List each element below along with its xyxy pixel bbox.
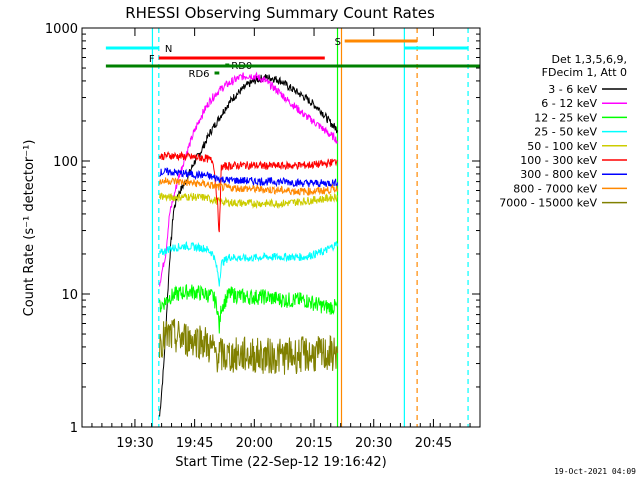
- legend-label-5: 100 - 300 keV: [520, 154, 597, 167]
- y-tick-label-2: 100: [53, 155, 78, 170]
- chart-title: RHESSI Observing Summary Count Rates: [125, 4, 435, 22]
- series-line-5: [159, 150, 338, 233]
- series-line-1: [159, 71, 338, 287]
- flag-label-F: F: [149, 54, 155, 65]
- legend-label-8: 7000 - 15000 keV: [499, 197, 597, 210]
- y-tick-label-3: 1000: [45, 22, 78, 37]
- y-tick-label-1: 10: [61, 288, 78, 303]
- y-axis-label: Count Rate (s⁻¹ detector⁻¹): [22, 140, 37, 317]
- flag-label-RD6: RD6: [189, 69, 210, 80]
- legend-label-0: 3 - 6 keV: [548, 83, 597, 96]
- footer-date: 19-Oct-2021 04:09: [554, 467, 636, 476]
- legend-header-0: Det 1,3,5,6,9,: [551, 53, 627, 66]
- y-axis-ticks: 1 10 100 1000: [45, 22, 480, 436]
- y-tick-label-0: 1: [70, 421, 78, 436]
- legend-label-7: 800 - 7000 keV: [513, 182, 597, 195]
- x-tick-label-3: 20:15: [295, 436, 332, 451]
- legend-label-4: 50 - 100 keV: [527, 140, 597, 153]
- legend-label-3: 25 - 50 keV: [534, 126, 597, 139]
- series-line-4: [159, 192, 338, 210]
- series-line-2: [159, 284, 338, 334]
- x-tick-label-5: 20:45: [415, 436, 452, 451]
- x-tick-label-0: 19:30: [116, 436, 153, 451]
- series-lines: [159, 71, 338, 417]
- legend-label-6: 300 - 800 keV: [520, 168, 597, 181]
- x-axis-label: Start Time (22-Sep-12 19:16:42): [175, 455, 386, 470]
- x-tick-label-4: 20:30: [355, 436, 392, 451]
- time-markers: [151, 28, 469, 427]
- legend: Det 1,3,5,6,9,FDecim 1, Att 0 3 - 6 keV6 …: [499, 53, 627, 210]
- x-tick-label-1: 19:45: [176, 436, 213, 451]
- plot-frame: [81, 27, 481, 428]
- x-axis-ticks: 19:30 19:45 20:00 20:15 20:30 20:45: [81, 28, 481, 451]
- series-line-7: [159, 177, 338, 197]
- series-line-6: [159, 167, 338, 188]
- x-tick-label-2: 20:00: [236, 436, 273, 451]
- legend-label-1: 6 - 12 keV: [541, 97, 597, 110]
- flag-label-N: N: [165, 44, 172, 55]
- legend-header-1: FDecim 1, Att 0: [542, 66, 627, 79]
- flag-bars: NSFRD0RD6: [105, 37, 480, 80]
- flag-label-S: S: [335, 37, 341, 48]
- series-line-8: [159, 318, 338, 375]
- series-line-0: [159, 74, 338, 417]
- series-line-3: [159, 241, 338, 287]
- legend-label-2: 12 - 25 keV: [534, 111, 597, 124]
